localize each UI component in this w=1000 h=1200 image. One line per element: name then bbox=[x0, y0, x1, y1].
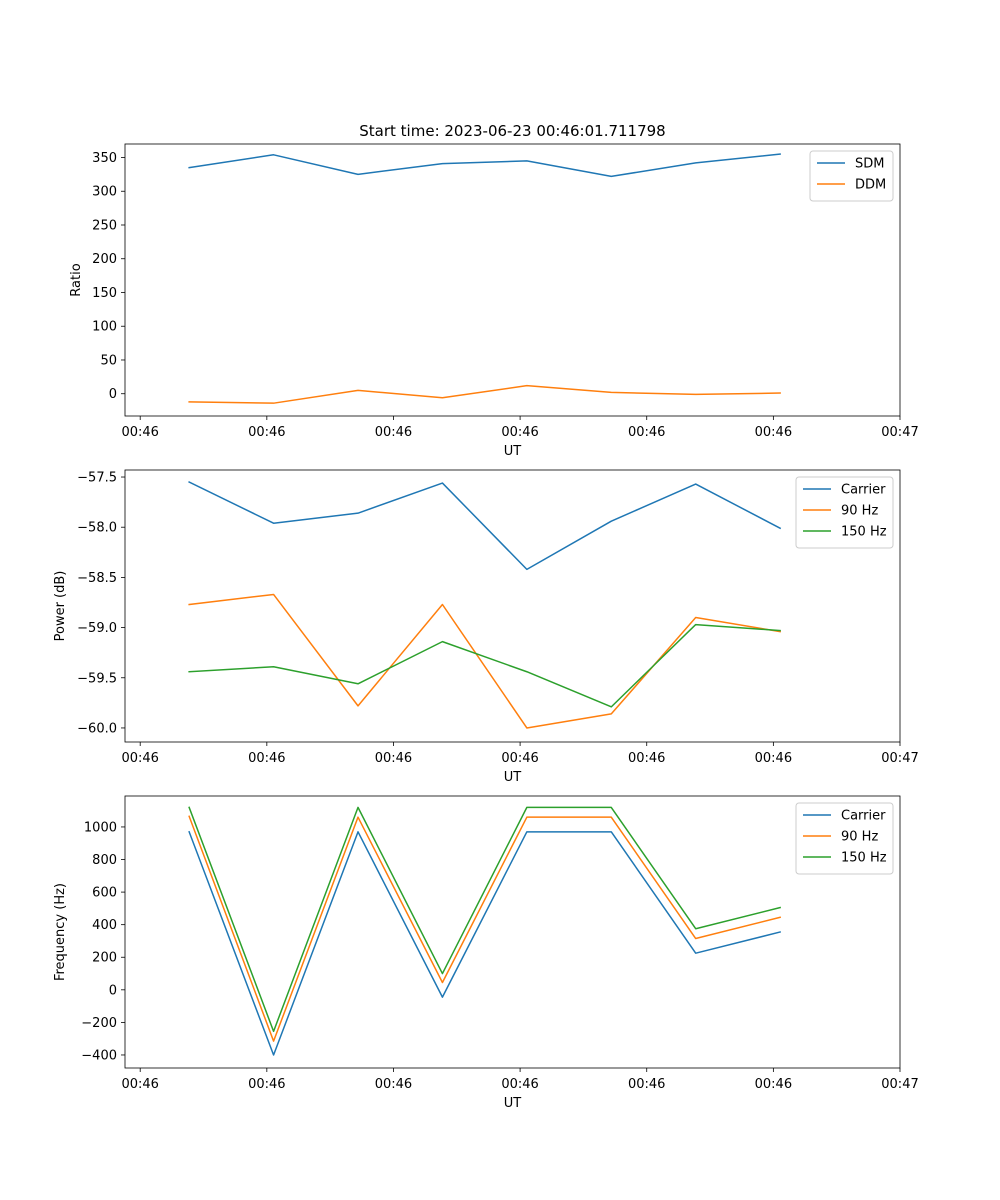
y-tick-label: −57.5 bbox=[77, 471, 117, 486]
series-line-90-hz bbox=[188, 593, 781, 729]
panel-1: 00:46 00:46 00:46 00:46 00:46 00:46 00:47 0 50 10… bbox=[69, 143, 919, 459]
y-tick-label: 0 bbox=[109, 387, 117, 402]
series-line-150-hz bbox=[188, 623, 781, 708]
y-tick-label: 800 bbox=[92, 853, 117, 868]
y-tick-label: 400 bbox=[92, 918, 117, 933]
legend: Carrier 90 Hz 150 Hz bbox=[795, 476, 894, 549]
y-tick-label: 1000 bbox=[84, 820, 117, 835]
y-tick-label: −200 bbox=[81, 1016, 117, 1031]
y-axis-label: Ratio bbox=[69, 263, 84, 296]
series-line-sdm bbox=[188, 153, 781, 178]
x-tick-label: 00:46 bbox=[121, 425, 158, 440]
legend-entry: SDM bbox=[855, 157, 884, 172]
x-tick-label: 00:46 bbox=[628, 425, 665, 440]
y-tick-label: 350 bbox=[92, 151, 117, 166]
series-line-90-hz bbox=[188, 815, 782, 1042]
legend-entry: Carrier bbox=[841, 483, 886, 498]
legend-entry: DDM bbox=[855, 178, 886, 193]
x-tick-label: 00:46 bbox=[121, 751, 158, 766]
series-line-ddm bbox=[188, 384, 781, 404]
legend-entry: Carrier bbox=[841, 809, 886, 824]
y-tick-label: 300 bbox=[92, 185, 117, 200]
panel-2: 00:46 00:46 00:46 00:46 00:46 00:46 00:47 −60.0… bbox=[53, 469, 919, 785]
y-tick-label: 100 bbox=[92, 320, 117, 335]
y-tick-label: −58.0 bbox=[77, 521, 117, 536]
x-tick-label: 00:46 bbox=[628, 751, 665, 766]
y-tick-label: −58.5 bbox=[77, 571, 117, 586]
x-tick-label: 00:46 bbox=[248, 425, 285, 440]
y-tick-label: 600 bbox=[92, 886, 117, 901]
x-tick-label: 00:47 bbox=[881, 751, 918, 766]
y-tick-label: 0 bbox=[109, 983, 117, 998]
series-line-carrier bbox=[188, 830, 782, 1056]
axes-frame bbox=[124, 469, 901, 743]
x-tick-label: 00:46 bbox=[501, 425, 538, 440]
legend-entry: 150 Hz bbox=[841, 525, 887, 540]
series-line-150-hz bbox=[188, 806, 782, 1033]
y-tick-label: 200 bbox=[92, 951, 117, 966]
x-tick-label: 00:46 bbox=[375, 425, 412, 440]
x-tick-label: 00:46 bbox=[628, 1077, 665, 1092]
y-tick-label: 200 bbox=[92, 252, 117, 267]
x-tick-label: 00:46 bbox=[755, 1077, 792, 1092]
x-tick-label: 00:46 bbox=[755, 751, 792, 766]
x-tick-label: 00:46 bbox=[121, 1077, 158, 1092]
y-tick-label: −400 bbox=[81, 1048, 117, 1063]
chart-title: Start time: 2023-06-23 00:46:01.711798 bbox=[359, 122, 665, 140]
y-axis-label: Frequency (Hz) bbox=[53, 883, 68, 981]
legend-entry: 90 Hz bbox=[841, 830, 878, 845]
y-tick-label: 150 bbox=[92, 286, 117, 301]
x-axis-label: UT bbox=[504, 1096, 522, 1111]
x-axis-label: UT bbox=[504, 770, 522, 785]
x-tick-label: 00:46 bbox=[375, 751, 412, 766]
y-axis-label: Power (dB) bbox=[53, 571, 68, 642]
x-tick-label: 00:46 bbox=[248, 1077, 285, 1092]
legend: SDM DDM bbox=[809, 150, 894, 202]
x-tick-label: 00:46 bbox=[501, 751, 538, 766]
x-axis-label: UT bbox=[504, 444, 522, 459]
x-tick-label: 00:46 bbox=[248, 751, 285, 766]
x-tick-label: 00:46 bbox=[375, 1077, 412, 1092]
x-tick-label: 00:46 bbox=[501, 1077, 538, 1092]
x-tick-label: 00:47 bbox=[881, 425, 918, 440]
x-tick-label: 00:46 bbox=[755, 425, 792, 440]
axes-frame bbox=[124, 795, 901, 1069]
panel-3: 00:46 00:46 00:46 00:46 00:46 00:46 00:47 −400 −… bbox=[53, 795, 919, 1111]
legend-entry: 150 Hz bbox=[841, 851, 887, 866]
legend-entry: 90 Hz bbox=[841, 504, 878, 519]
x-tick-label: 00:47 bbox=[881, 1077, 918, 1092]
y-tick-label: −60.0 bbox=[77, 721, 117, 736]
axes-frame bbox=[124, 143, 901, 417]
series-line-carrier bbox=[188, 481, 782, 571]
legend: Carrier 90 Hz 150 Hz bbox=[795, 802, 894, 875]
y-tick-label: −59.0 bbox=[77, 621, 117, 636]
y-tick-label: 250 bbox=[92, 218, 117, 233]
y-tick-label: 50 bbox=[100, 353, 117, 368]
y-tick-label: −59.5 bbox=[77, 671, 117, 686]
